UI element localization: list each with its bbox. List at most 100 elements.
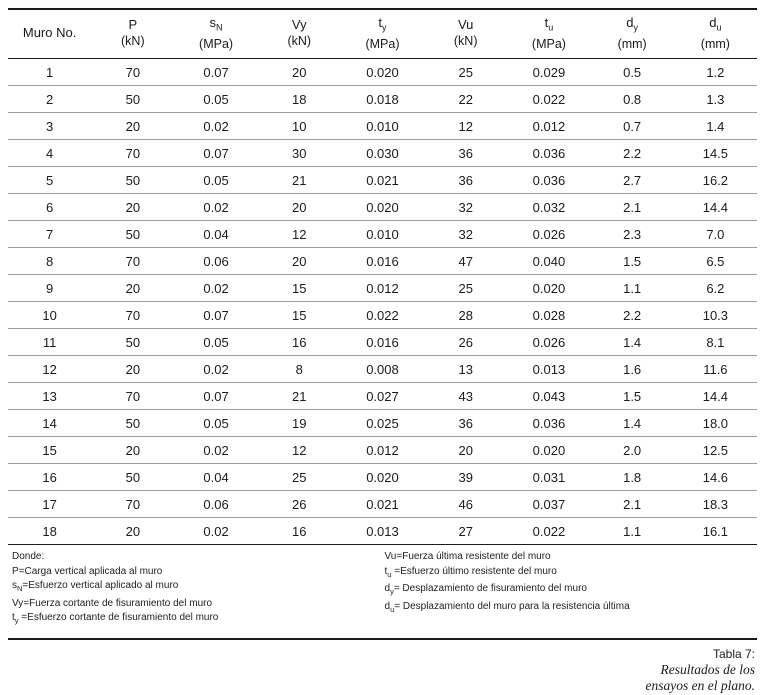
table-cell: 27 [458,523,473,539]
table-row: 9 20 0.02 15 0.012 25 0.020 1.1 6.2 [8,274,757,302]
footnotes-right: Vu=Fuerza última resistente del muro tu =… [383,550,754,629]
table-cell: 0.021 [340,490,425,518]
table-row: 14 50 0.05 19 0.025 36 0.036 1.4 18.0 [8,409,757,437]
footnotes-left: Donde: P=Carga vertical aplicada al muro s… [12,550,383,629]
table-row: 5 50 0.05 21 0.021 36 0.036 2.7 16.2 [8,166,757,194]
table-cell: 70 [91,490,175,518]
table-row: 18 20 0.02 16 0.013 27 0.022 1.1 16.1 [8,517,757,544]
column-header: du (mm) [673,9,757,59]
table-cell: 0.026 [507,220,591,248]
table-cell: 0.06 [174,247,258,275]
caption-line-2: ensayos en el plano. [645,678,755,694]
table-cell: 0.025 [340,409,425,437]
table-row: 13 70 0.07 21 0.027 43 0.043 1.5 14.4 [8,382,757,410]
table-cell: 0.036 [507,166,591,194]
table-cell: 0.037 [507,490,591,518]
table-cell: 0.028 [507,301,591,329]
table-cell: 70 [91,382,175,410]
table-row: 1 70 0.07 20 0.020 25 0.029 0.5 1.2 [8,58,757,86]
table-cell: 25 [257,463,341,491]
table-cell: 21 [257,382,341,410]
table-cell: 0.020 [340,58,425,86]
table-cell: 70 [91,247,175,275]
table-cell: 12 [8,355,92,383]
table-cell: 1.4 [673,112,757,140]
table-cell: 14.5 [673,139,757,167]
table-cell: 18.0 [673,409,757,437]
table-cell: 14.6 [673,463,757,491]
table-cell: 20 [91,193,175,221]
table-cell: 1.4 [590,409,674,437]
table-cell: 16 [292,523,307,539]
table-cell: 0.020 [340,463,425,491]
footnote-line: Donde: [12,551,45,563]
table-cell: 26 [424,328,508,356]
table-cell: 12.5 [673,436,757,464]
table-cell: 50 [91,85,175,113]
footnote-line: P=Carga vertical aplicada al muro [12,565,163,577]
table-cell: 0.022 [532,523,566,539]
table-cell: 0.02 [174,355,258,383]
table-cell: 0.012 [507,112,591,140]
table-header-row: Muro No. P (kN) sN (MPa) Vy (kN) ty (MPa) Vu (kN) t… [8,9,757,59]
table-cell: 1.1 [623,523,642,539]
table-cell: 16 [8,463,92,491]
table-cell: 7 [8,220,92,248]
table-cell: 28 [424,301,508,329]
table-cell: 15 [257,301,341,329]
caption-title: Tabla 7: [712,646,755,661]
table-cell: 0.020 [340,193,425,221]
table-cell: 0.07 [174,139,258,167]
table-cell: 13 [424,355,508,383]
footnote-line: Vu=Fuerza última resistente del muro [384,551,551,563]
table-cell: 1.5 [590,247,674,275]
table-cell: 0.022 [340,301,425,329]
table-cell: 0.030 [340,139,425,167]
table-cell: 8.1 [673,328,757,356]
table-cell: 0.04 [174,220,258,248]
table-cell: 0.022 [507,85,591,113]
table-cell: 0.012 [340,436,425,464]
column-header: Vy (kN) [257,9,341,59]
table-cell: 36 [424,166,508,194]
results-table: Muro No. P (kN) sN (MPa) Vy (kN) ty (MPa) Vu (kN) t… [8,8,757,544]
table-cell: 0.02 [174,436,258,464]
table-cell: 10 [257,112,341,140]
table-cell: 20 [257,247,341,275]
column-header: tu (MPa) [507,9,591,59]
table-cell: 0.036 [507,139,591,167]
table-cell: 18 [257,85,341,113]
column-header: sN (MPa) [174,9,258,59]
table-row: 4 70 0.07 30 0.030 36 0.036 2.2 14.5 [8,139,757,167]
caption-line-1: Resultados de los [660,661,756,677]
table-cell: 5 [8,166,92,194]
table-cell: 36 [424,409,508,437]
column-header: Vu (kN) [424,9,508,59]
footnote-line: tu =Esfuerzo último resistente del muro [384,565,557,579]
table-cell: 16.2 [673,166,757,194]
table-cell: 0.016 [340,247,425,275]
table-cell: 0.008 [340,355,425,383]
table-cell: 0.031 [507,463,591,491]
table-cell: 1.3 [673,85,757,113]
table-cell: 14 [8,409,92,437]
table-row: 3 20 0.02 10 0.010 12 0.012 0.7 1.4 [8,112,757,140]
table-cell: 0.07 [174,301,258,329]
table-cell: 20 [257,193,341,221]
table-cell: 39 [424,463,508,491]
table-header: Muro No. P (kN) sN (MPa) Vy (kN) ty (MPa) Vu (kN) t… [8,9,757,59]
table-cell: 2.1 [590,490,674,518]
table-cell: 50 [91,220,175,248]
table-cell: 20 [91,355,175,383]
table-cell: 2 [8,85,92,113]
table-cell: 0.027 [340,382,425,410]
table-cell: 9 [8,274,92,302]
table-cell: 0.016 [340,328,425,356]
column-header: ty (MPa) [340,9,425,59]
table-cell: 50 [91,328,175,356]
table-cell: 0.010 [340,112,425,140]
table-cell: 0.020 [507,274,591,302]
table-cell: 8 [257,355,341,383]
table-cell: 20 [424,436,508,464]
table-row: 16 50 0.04 25 0.020 39 0.031 1.8 14.6 [8,463,757,491]
